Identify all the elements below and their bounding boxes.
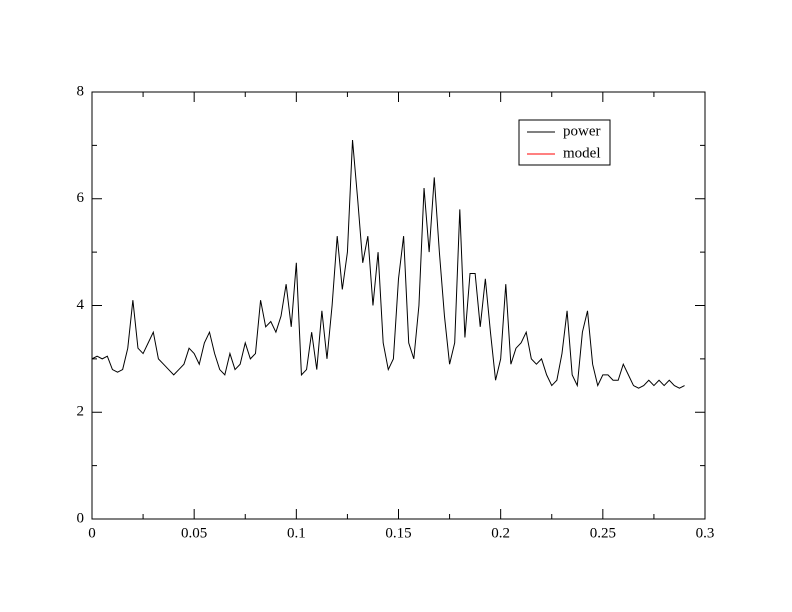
- legend-label: model: [563, 145, 601, 161]
- y-tick-label: 6: [77, 190, 85, 206]
- x-tick-label: 0.2: [491, 525, 510, 541]
- y-tick-label: 8: [77, 83, 85, 99]
- legend-box: [518, 119, 611, 166]
- x-tick-label: 0.05: [181, 525, 207, 541]
- series-line: [91, 139, 685, 389]
- y-tick-label: 0: [77, 510, 85, 526]
- y-tick-label: 2: [77, 404, 85, 420]
- x-tick-label: 0.25: [590, 525, 616, 541]
- y-tick-label: 4: [77, 297, 85, 313]
- x-tick-label: 0: [88, 525, 96, 541]
- x-tick-label: 0.3: [696, 525, 715, 541]
- x-tick-label: 0.15: [385, 525, 411, 541]
- x-tick-label: 0.1: [287, 525, 306, 541]
- legend-label: power: [563, 123, 601, 139]
